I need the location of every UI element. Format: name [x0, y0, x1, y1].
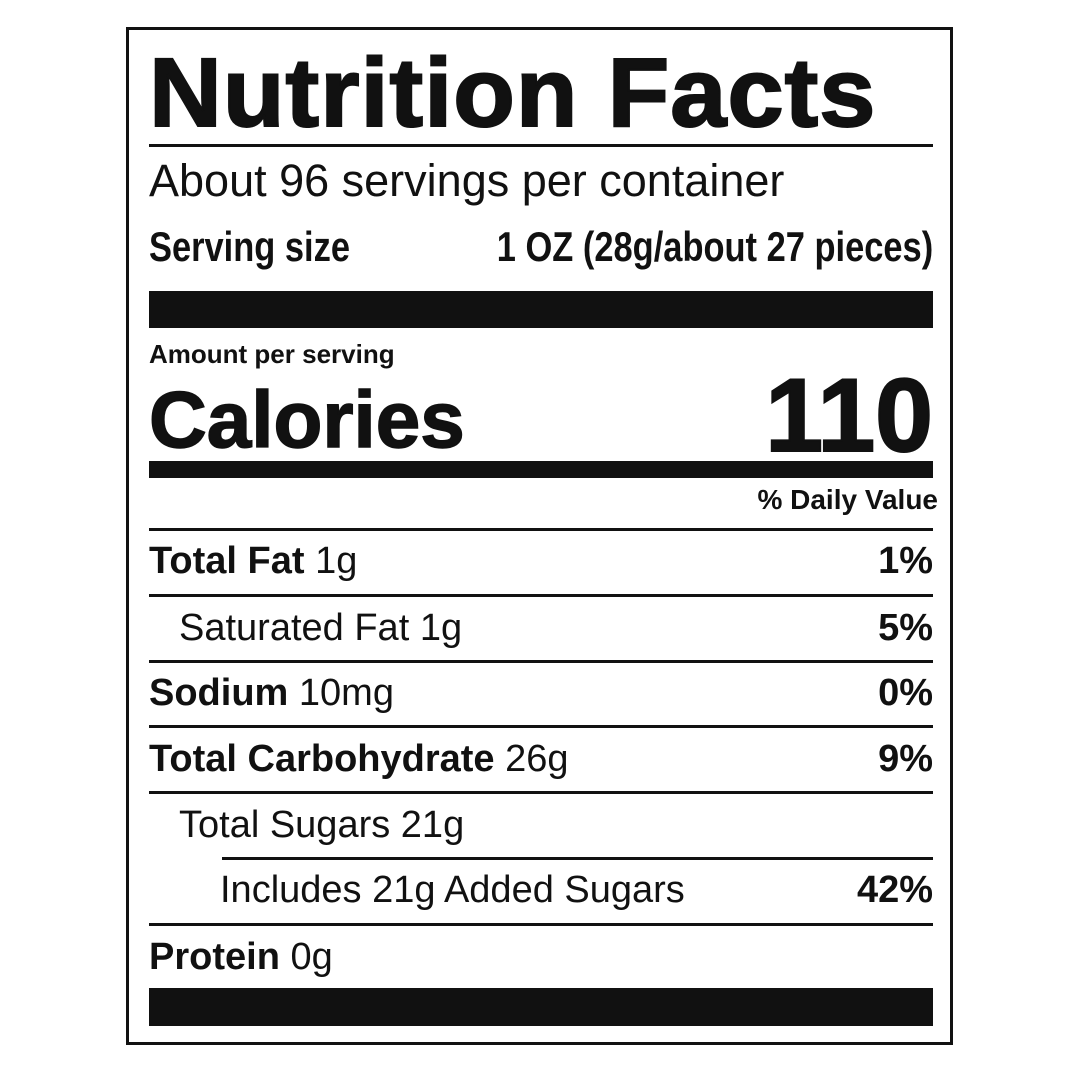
nutrient-name: Includes 21g Added Sugars: [220, 869, 685, 911]
divider: [149, 660, 933, 663]
nutrient-amount: 10mg: [298, 672, 394, 714]
nutrient-row-total-sugars: Total Sugars 21g: [149, 805, 933, 845]
nutrient-amount: 0g: [290, 936, 333, 978]
nutrient-dv: 42%: [856, 869, 933, 911]
divider: [149, 528, 933, 531]
nutrient-row-total-fat: Total Fat 1g 1%: [149, 541, 933, 581]
nutrient-name: Protein: [149, 936, 280, 978]
serving-size-label: Serving size: [149, 223, 350, 270]
nutrient-name: Saturated Fat: [179, 607, 410, 649]
nutrient-row-saturated-fat: Saturated Fat 1g 5%: [149, 608, 933, 648]
nutrient-name: Total Fat: [149, 540, 305, 582]
nutrient-amount: 26g: [505, 738, 569, 780]
servings-per-container: About 96 servings per container: [149, 155, 785, 206]
serving-size-value: 1 OZ (28g/about 27 pieces): [496, 223, 933, 270]
nutrient-name: Sodium: [149, 672, 289, 714]
nutrient-dv: 0%: [878, 672, 933, 714]
thick-divider: [149, 291, 933, 328]
nutrient-row-protein: Protein 0g: [149, 937, 933, 977]
indented-divider: [222, 857, 933, 860]
nutrition-facts-label: Nutrition Facts About 96 servings per co…: [126, 27, 953, 1045]
divider: [149, 923, 933, 926]
nutrient-name: Total Sugars: [179, 804, 391, 846]
nutrient-dv: 5%: [878, 607, 933, 649]
divider: [149, 594, 933, 597]
divider: [149, 144, 933, 147]
daily-value-header: % Daily Value: [757, 484, 938, 515]
divider: [149, 725, 933, 728]
divider: [149, 791, 933, 794]
amount-per-serving: Amount per serving: [149, 339, 395, 369]
calories-label: Calories: [148, 375, 465, 464]
nutrient-amount: 1g: [315, 540, 358, 582]
nutrient-dv: 1%: [878, 540, 933, 582]
nutrient-dv: 9%: [878, 738, 933, 780]
nutrient-row-total-carbohydrate: Total Carbohydrate 26g 9%: [149, 739, 933, 779]
nutrient-amount: 21g: [400, 804, 465, 846]
nutrient-row-added-sugars: Includes 21g Added Sugars 42%: [149, 870, 933, 910]
nutrient-amount: 1g: [419, 607, 463, 649]
thick-divider: [149, 988, 933, 1026]
medium-divider: [149, 461, 933, 478]
nutrient-row-sodium: Sodium 10mg 0%: [149, 673, 933, 713]
label-title: Nutrition Facts: [148, 38, 877, 147]
nutrient-name: Total Carbohydrate: [149, 738, 495, 780]
calories-value: 110: [764, 358, 934, 474]
